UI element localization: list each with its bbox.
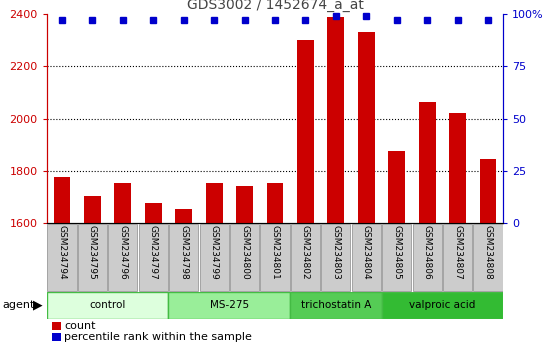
FancyBboxPatch shape: [200, 224, 229, 291]
Text: GSM234799: GSM234799: [210, 225, 219, 280]
Text: GSM234802: GSM234802: [301, 225, 310, 280]
Bar: [480, 159, 497, 223]
Text: GSM234798: GSM234798: [179, 225, 188, 280]
FancyBboxPatch shape: [168, 292, 290, 319]
FancyBboxPatch shape: [47, 292, 168, 319]
FancyBboxPatch shape: [139, 224, 168, 291]
Text: GSM234807: GSM234807: [453, 225, 462, 280]
Text: ▶: ▶: [32, 299, 42, 312]
Bar: [449, 113, 466, 223]
Text: GSM234805: GSM234805: [392, 225, 402, 280]
FancyBboxPatch shape: [169, 224, 199, 291]
Text: MS-275: MS-275: [210, 300, 249, 310]
FancyBboxPatch shape: [474, 224, 503, 291]
FancyBboxPatch shape: [290, 292, 382, 319]
FancyBboxPatch shape: [47, 224, 76, 291]
FancyBboxPatch shape: [412, 224, 442, 291]
Text: GSM234808: GSM234808: [483, 225, 493, 280]
Text: GSM234803: GSM234803: [331, 225, 340, 280]
FancyBboxPatch shape: [382, 292, 503, 319]
FancyBboxPatch shape: [230, 224, 259, 291]
Text: GSM234806: GSM234806: [422, 225, 432, 280]
Text: control: control: [90, 300, 126, 310]
FancyBboxPatch shape: [382, 224, 411, 291]
Text: GSM234797: GSM234797: [148, 225, 158, 280]
Text: GSM234801: GSM234801: [271, 225, 279, 280]
Bar: [267, 183, 283, 223]
Bar: [206, 183, 223, 223]
FancyBboxPatch shape: [351, 224, 381, 291]
Text: GSM234800: GSM234800: [240, 225, 249, 280]
Bar: [388, 151, 405, 223]
Bar: [419, 102, 436, 223]
FancyBboxPatch shape: [291, 224, 320, 291]
Text: percentile rank within the sample: percentile rank within the sample: [64, 332, 252, 342]
FancyBboxPatch shape: [321, 224, 350, 291]
Text: GSM234796: GSM234796: [118, 225, 128, 280]
Bar: [114, 183, 131, 223]
FancyBboxPatch shape: [260, 224, 290, 291]
FancyBboxPatch shape: [108, 224, 138, 291]
Text: GSM234794: GSM234794: [57, 225, 67, 280]
Bar: [53, 177, 70, 223]
Bar: [236, 186, 253, 223]
FancyBboxPatch shape: [78, 224, 107, 291]
Text: agent: agent: [3, 300, 35, 310]
Bar: [297, 40, 314, 223]
Bar: [145, 204, 162, 223]
Bar: [175, 209, 192, 223]
Text: trichostatin A: trichostatin A: [301, 300, 371, 310]
Title: GDS3002 / 1452674_a_at: GDS3002 / 1452674_a_at: [186, 0, 364, 12]
Text: GSM234795: GSM234795: [88, 225, 97, 280]
Text: count: count: [64, 321, 96, 331]
Bar: [327, 17, 344, 223]
Text: GSM234804: GSM234804: [362, 225, 371, 280]
FancyBboxPatch shape: [443, 224, 472, 291]
Text: valproic acid: valproic acid: [409, 300, 476, 310]
Bar: [84, 196, 101, 223]
Bar: [358, 33, 375, 223]
